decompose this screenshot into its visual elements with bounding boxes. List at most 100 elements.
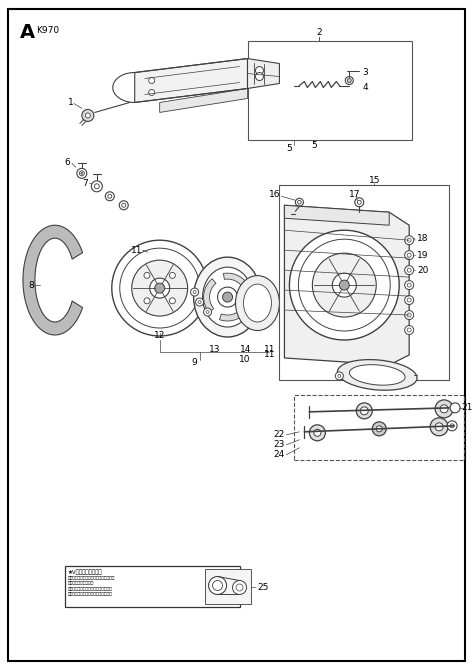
Circle shape: [338, 375, 341, 377]
Text: 14: 14: [240, 346, 251, 354]
Circle shape: [209, 576, 227, 594]
Text: 17: 17: [348, 190, 360, 199]
Wedge shape: [204, 279, 216, 312]
Circle shape: [85, 113, 91, 118]
Text: 15: 15: [368, 176, 380, 185]
Text: K970: K970: [36, 25, 59, 35]
Circle shape: [169, 297, 175, 304]
Text: 3: 3: [362, 68, 368, 77]
Text: 12: 12: [154, 332, 165, 340]
Text: 13: 13: [209, 346, 220, 354]
Circle shape: [405, 295, 414, 305]
Circle shape: [450, 424, 454, 428]
Text: 9: 9: [192, 358, 198, 367]
Circle shape: [144, 297, 150, 304]
Circle shape: [407, 283, 411, 287]
Circle shape: [120, 248, 200, 328]
Circle shape: [191, 288, 199, 296]
Circle shape: [255, 72, 264, 80]
Circle shape: [212, 580, 223, 590]
Text: 8: 8: [28, 281, 34, 289]
Text: 7: 7: [82, 179, 88, 188]
Circle shape: [372, 422, 386, 436]
Circle shape: [339, 280, 349, 290]
Wedge shape: [223, 273, 251, 294]
Text: 4: 4: [362, 83, 368, 92]
Ellipse shape: [236, 275, 280, 330]
Text: 19: 19: [417, 251, 428, 260]
Circle shape: [356, 403, 372, 419]
Circle shape: [450, 403, 460, 413]
Text: 5: 5: [311, 141, 317, 150]
Text: 11: 11: [264, 346, 275, 354]
Circle shape: [132, 260, 188, 316]
Wedge shape: [219, 304, 250, 321]
Circle shape: [122, 203, 126, 207]
Circle shape: [119, 201, 128, 210]
Bar: [294, 395, 464, 460]
Bar: [247, 41, 412, 141]
Circle shape: [407, 239, 411, 242]
Bar: [280, 186, 449, 380]
Circle shape: [150, 278, 170, 298]
Text: 20: 20: [417, 265, 428, 275]
Circle shape: [223, 292, 233, 302]
Circle shape: [332, 273, 356, 297]
Polygon shape: [135, 58, 247, 103]
Text: 10: 10: [239, 356, 250, 364]
Circle shape: [440, 405, 448, 413]
Circle shape: [435, 400, 453, 418]
Circle shape: [149, 90, 155, 96]
Circle shape: [405, 281, 414, 289]
Ellipse shape: [337, 360, 417, 390]
Circle shape: [91, 181, 102, 192]
Circle shape: [405, 311, 414, 320]
Circle shape: [405, 236, 414, 245]
Text: 22: 22: [273, 430, 284, 440]
Circle shape: [447, 421, 457, 431]
Text: 5: 5: [287, 144, 292, 153]
Circle shape: [357, 200, 361, 204]
Circle shape: [204, 308, 211, 316]
Polygon shape: [284, 205, 409, 365]
Polygon shape: [23, 225, 82, 335]
Circle shape: [407, 298, 411, 302]
Ellipse shape: [349, 364, 405, 385]
Circle shape: [435, 423, 443, 431]
Text: 24: 24: [273, 450, 284, 459]
Circle shape: [198, 301, 201, 304]
Circle shape: [407, 313, 411, 317]
Text: 1: 1: [68, 98, 73, 107]
Bar: [205, 569, 252, 604]
Circle shape: [196, 298, 204, 306]
Text: 21: 21: [461, 403, 473, 412]
Circle shape: [206, 311, 209, 314]
Circle shape: [355, 198, 364, 207]
Circle shape: [105, 192, 114, 201]
Circle shape: [295, 198, 303, 206]
Ellipse shape: [193, 257, 262, 337]
Circle shape: [82, 109, 94, 121]
Circle shape: [155, 283, 164, 293]
Circle shape: [376, 426, 382, 431]
Circle shape: [169, 273, 175, 279]
Circle shape: [108, 194, 112, 198]
Text: 25: 25: [257, 583, 269, 592]
Circle shape: [335, 372, 343, 380]
Circle shape: [290, 230, 399, 340]
Text: 16: 16: [269, 190, 280, 199]
Circle shape: [407, 268, 411, 272]
Text: 11: 11: [131, 246, 143, 255]
Polygon shape: [160, 88, 247, 113]
Circle shape: [405, 265, 414, 275]
Text: 取り付けてください。: 取り付けてください。: [68, 582, 94, 586]
Circle shape: [299, 239, 390, 331]
Circle shape: [79, 171, 84, 176]
Text: モータが過熱するおそれがあります。: モータが過熱するおそれがあります。: [68, 592, 112, 596]
Circle shape: [193, 291, 196, 293]
Circle shape: [430, 418, 448, 436]
Circle shape: [310, 425, 325, 441]
Circle shape: [407, 328, 411, 332]
Text: 18: 18: [417, 234, 428, 243]
Circle shape: [149, 78, 155, 84]
